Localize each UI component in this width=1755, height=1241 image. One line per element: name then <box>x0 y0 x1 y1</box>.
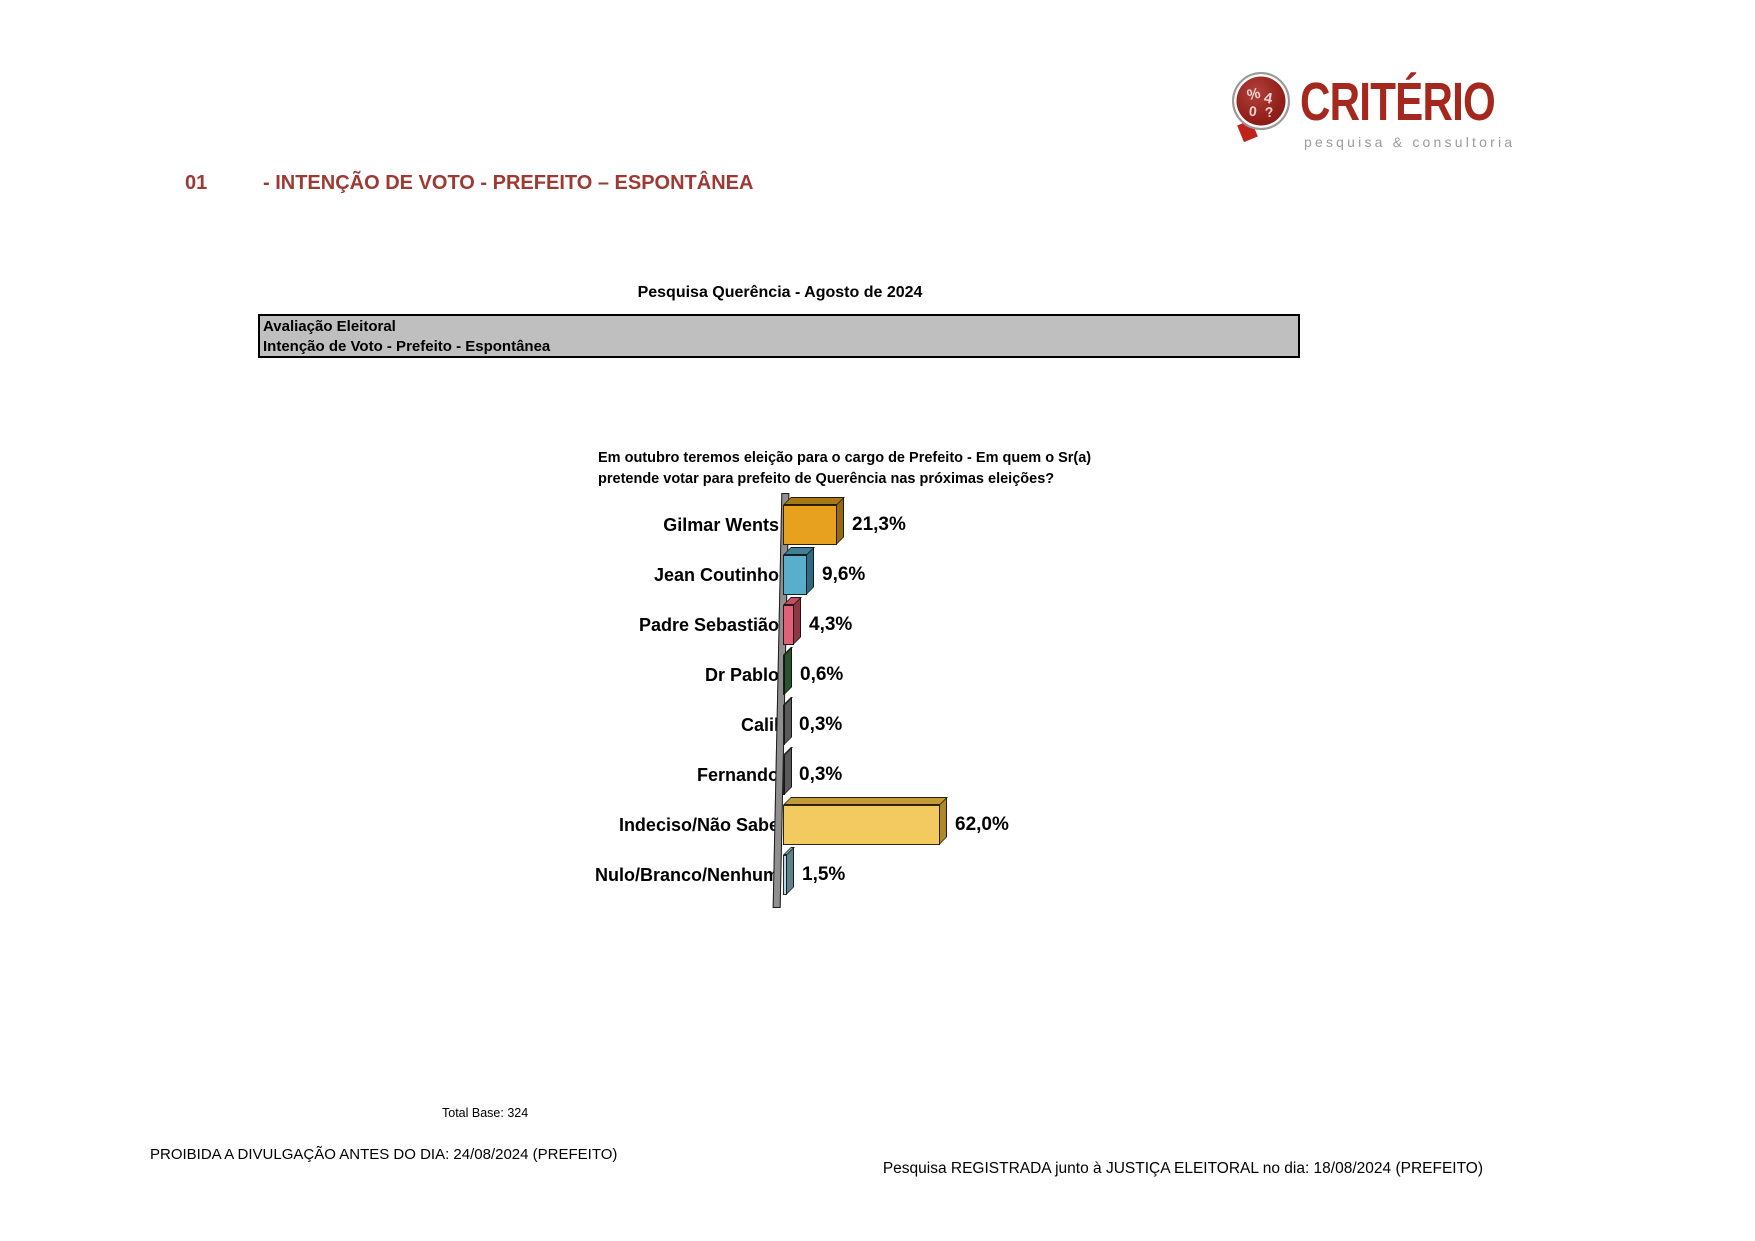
logo-digit-glyph: 0 <box>1248 102 1258 120</box>
question-number: 01 <box>185 172 208 194</box>
bar-segment <box>783 797 948 845</box>
bar-side-face <box>793 597 801 645</box>
category-label: Jean Coutinho <box>654 564 779 585</box>
bar-segment <box>783 497 845 545</box>
value-label: 21,3% <box>852 514 906 535</box>
chart-row: Gilmar Wents 21,3% <box>560 497 1220 550</box>
bar-segment <box>783 747 793 795</box>
chart-row: Jean Coutinho 9,6% <box>560 547 1220 600</box>
bar-side-face <box>806 547 814 595</box>
value-label: 0,3% <box>799 714 843 735</box>
chart-question-line2: pretende votar para prefeito de Querênci… <box>598 470 1055 487</box>
chart-question-line1: Em outubro teremos eleição para o cargo … <box>598 450 1092 466</box>
survey-subtitle: Pesquisa Querência - Agosto de 2024 <box>637 284 923 301</box>
bar-side-face <box>784 697 792 745</box>
bar-side-face <box>836 497 844 545</box>
category-label: Calil <box>740 714 779 735</box>
bar-side-face <box>939 797 947 845</box>
bar-segment <box>783 647 793 695</box>
bar-segment <box>783 847 795 895</box>
bar-segment <box>783 697 793 745</box>
value-label: 9,6% <box>822 564 866 585</box>
total-base-note: Total Base: 324 <box>442 1106 529 1120</box>
chart-row: Nulo/Branco/Nenhum 1,5% <box>560 847 1220 900</box>
chart-row: Dr Pablo 0,6% <box>560 647 1220 700</box>
logo-brand-name: CRITÉRIO <box>1300 72 1496 132</box>
category-label: Dr Pablo <box>704 664 779 685</box>
bar-side-face <box>784 747 792 795</box>
info-box-line2: Intenção de Voto - Prefeito - Espontânea <box>263 338 551 355</box>
category-label: Padre Sebastião <box>638 614 779 635</box>
chart-question: Em outubro teremos eleição para o cargo … <box>598 448 1092 489</box>
bar-segment <box>783 547 815 595</box>
page-heading: 01 - INTENÇÃO DE VOTO - PREFEITO – ESPON… <box>0 172 1755 198</box>
bar-segment <box>783 597 802 645</box>
value-label: 1,5% <box>802 864 846 885</box>
chart-row: Fernando 0,3% <box>560 747 1220 800</box>
section-info-box: Avaliação Eleitoral Intenção de Voto - P… <box>258 314 1300 358</box>
logo-percent-glyph: % <box>1245 84 1262 105</box>
category-label: Gilmar Wents <box>663 514 779 535</box>
bar-side-face <box>786 847 794 895</box>
criterio-logo: % 4 0 ? CRITÉRIO pesquisa & consultoria <box>1232 70 1542 160</box>
logo-question-glyph: ? <box>1263 103 1275 121</box>
category-label: Indeciso/Não Sabe <box>618 814 779 835</box>
value-label: 62,0% <box>955 814 1009 835</box>
footer-disclosure-note: PROIBIDA A DIVULGAÇÃO ANTES DO DIA: 24/0… <box>150 1146 618 1163</box>
value-label: 0,3% <box>799 764 843 785</box>
footer-registration-note: Pesquisa REGISTRADA junto à JUSTIÇA ELEI… <box>882 1160 1483 1177</box>
page-title: - INTENÇÃO DE VOTO - PREFEITO – ESPONTÂN… <box>263 172 754 194</box>
category-label: Nulo/Branco/Nenhum <box>594 864 779 885</box>
category-label: Fernando <box>696 764 779 785</box>
criterio-logo-icon: % 4 0 ? <box>1232 72 1290 130</box>
logo-tagline: pesquisa & consultoria <box>1304 134 1516 150</box>
chart-row: Calil 0,3% <box>560 697 1220 750</box>
chart-row: Padre Sebastião 4,3% <box>560 597 1220 650</box>
info-box-line1: Avaliação Eleitoral <box>263 318 396 335</box>
value-label: 4,3% <box>809 614 853 635</box>
bar-chart: Gilmar Wents 21,3% Jean Coutinho 9,6% Padre … <box>560 493 1220 908</box>
bar-side-face <box>784 647 792 695</box>
value-label: 0,6% <box>800 664 844 685</box>
chart-row: Indeciso/Não Sabe 62,0% <box>560 797 1220 850</box>
